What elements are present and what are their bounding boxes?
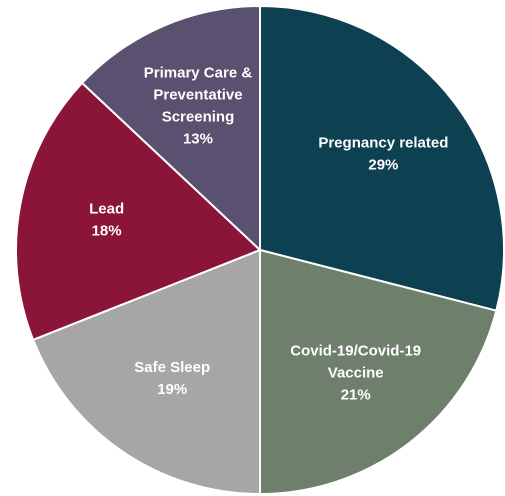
slice-label: Primary Care & Preventative Screening 13%: [144, 65, 253, 148]
pie-slice: [80, 4, 261, 253]
category-label: Safe Sleep: [134, 359, 210, 376]
pie-slice: [259, 4, 505, 312]
category-label: Primary Care & Preventative Screening: [144, 65, 253, 126]
value-label: 13%: [183, 131, 213, 148]
value-label: 29%: [368, 156, 398, 173]
category-label: Lead: [89, 201, 124, 218]
value-label: 19%: [157, 381, 187, 398]
slice-label: Lead 18%: [89, 201, 124, 240]
category-label: Pregnancy related: [318, 134, 448, 151]
slice-label: Pregnancy related 29%: [318, 134, 448, 173]
slice-label: Covid-19/Covid-19 Vaccine 21%: [290, 342, 421, 403]
category-label: Covid-19/Covid-19 Vaccine: [290, 342, 421, 381]
slice-label: Safe Sleep 19%: [134, 359, 210, 398]
value-label: 21%: [341, 386, 371, 403]
pie-slice: [31, 248, 261, 496]
pie-slice: [259, 248, 498, 496]
pie-slice: [15, 81, 262, 342]
value-label: 18%: [92, 223, 122, 240]
